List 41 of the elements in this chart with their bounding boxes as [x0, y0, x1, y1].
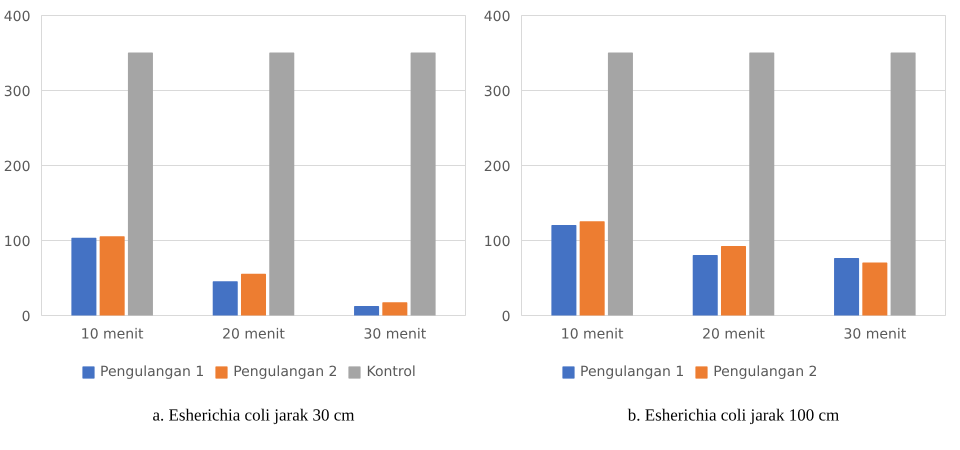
- legend-label: Pengulangan 2: [233, 364, 338, 380]
- bar: [100, 236, 125, 316]
- x-tick-label: 20 menit: [222, 326, 286, 342]
- bar: [128, 52, 153, 316]
- bar: [692, 255, 718, 316]
- legend-label: Pengulangan 2: [713, 364, 818, 380]
- bar: [212, 281, 238, 316]
- bar: [269, 52, 294, 316]
- x-tick-label: 10 menit: [80, 326, 144, 342]
- text: a. Esherichia coli jarak 30 cm: [152, 406, 355, 425]
- bar: [890, 52, 916, 316]
- legend-label: Pengulangan 1: [580, 364, 684, 380]
- legend-label: Kontrol: [366, 364, 416, 380]
- y-tick-label: 400: [4, 9, 31, 25]
- y-tick-label: 100: [4, 234, 31, 250]
- y-tick-label: 300: [4, 84, 31, 100]
- bar: [834, 258, 860, 316]
- y-tick-label: 0: [22, 309, 31, 325]
- bar: [354, 306, 380, 316]
- x-tick-label: 20 menit: [702, 326, 766, 342]
- y-tick-label: 400: [484, 9, 511, 25]
- bar: [720, 246, 746, 316]
- x-tick-label: 30 menit: [843, 326, 907, 342]
- bar: [551, 225, 576, 316]
- y-tick-label: 200: [484, 159, 511, 175]
- bar: [240, 274, 266, 316]
- bar: [382, 302, 408, 316]
- x-tick-label: 10 menit: [560, 326, 624, 342]
- legend-label: Pengulangan 1: [100, 364, 204, 380]
- y-tick-label: 0: [502, 309, 511, 325]
- bar: [862, 262, 888, 316]
- bar: [71, 238, 96, 316]
- y-tick-label: 100: [484, 234, 511, 250]
- y-tick-label: 200: [4, 159, 31, 175]
- bar: [608, 52, 633, 316]
- bar: [749, 52, 774, 316]
- text: b. Esherichia coli jarak 100 cm: [628, 406, 840, 425]
- bar: [410, 52, 436, 316]
- bar: [580, 221, 605, 316]
- y-tick-label: 300: [484, 84, 511, 100]
- x-tick-label: 30 menit: [363, 326, 427, 342]
